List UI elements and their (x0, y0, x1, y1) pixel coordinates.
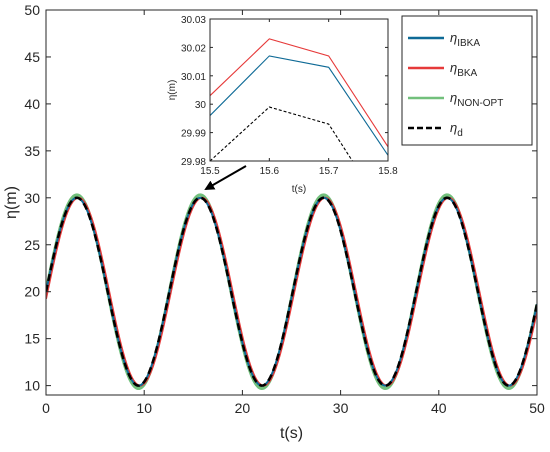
inset-series-line-ηBKA (210, 38, 388, 148)
y-tick-label: 50 (24, 2, 40, 18)
x-tick-label: 40 (431, 400, 447, 416)
y-tick-label: 20 (24, 284, 40, 300)
y-tick-label: 30 (24, 190, 40, 206)
y-axis-title: η(m) (3, 186, 20, 219)
inset-x-tick-label: 15.5 (200, 166, 220, 177)
main-plot-area (46, 193, 537, 391)
series-line-ηd (46, 196, 537, 387)
inset-y-tick-label: 29.99 (181, 129, 206, 140)
zoom-arrow (204, 165, 247, 190)
x-tick-label: 30 (333, 400, 349, 416)
legend-entry-label: ηBKA (450, 60, 478, 79)
inset-y-tick-label: 30.03 (181, 15, 206, 26)
x-tick-label: 20 (235, 400, 251, 416)
y-tick-label: 10 (24, 378, 40, 394)
x-axis-title: t(s) (280, 425, 303, 442)
legend: ηIBKA ηBKA ηNON-OPT ηd (401, 15, 533, 146)
inset-series-line-ηIBKA (210, 55, 388, 156)
x-tick-label: 0 (42, 400, 50, 416)
inset-series-line-ηd (210, 106, 353, 161)
zoom-annotation-arrow (204, 165, 247, 190)
y-tick-label: 15 (24, 331, 40, 347)
inset-background (210, 19, 388, 161)
legend-entry-label: ηNON-OPT (450, 90, 503, 109)
inset-y-tick-label: 29.98 (181, 157, 206, 168)
inset-y-axis-title: η(m) (167, 80, 178, 101)
inset-x-tick-label: 15.7 (319, 166, 339, 177)
y-tick-label: 25 (24, 237, 40, 253)
legend-entry-label: ηd (450, 120, 463, 139)
inset-y-tick-label: 30.01 (181, 72, 206, 83)
x-tick-label: 10 (136, 400, 152, 416)
inset-x-tick-label: 15.8 (378, 166, 398, 177)
y-tick-label: 40 (24, 96, 40, 112)
legend-box (401, 15, 533, 146)
y-tick-label: 35 (24, 143, 40, 159)
x-tick-label: 50 (529, 400, 545, 416)
inset-x-axis-title: t(s) (292, 184, 306, 195)
inset-y-tick-label: 30.02 (181, 43, 206, 54)
inset-x-tick-label: 15.6 (260, 166, 280, 177)
main-axes-box (45, 9, 538, 396)
inset-axes-box (209, 18, 389, 162)
legend-entry-label: ηIBKA (450, 30, 480, 49)
inset-plot: 15.5 15.6 15.7 15.8 29.98 29.99 30 30.01 30.02 30… (167, 15, 398, 195)
y-tick-label: 45 (24, 49, 40, 65)
inset-y-tick-label: 30 (195, 100, 207, 111)
